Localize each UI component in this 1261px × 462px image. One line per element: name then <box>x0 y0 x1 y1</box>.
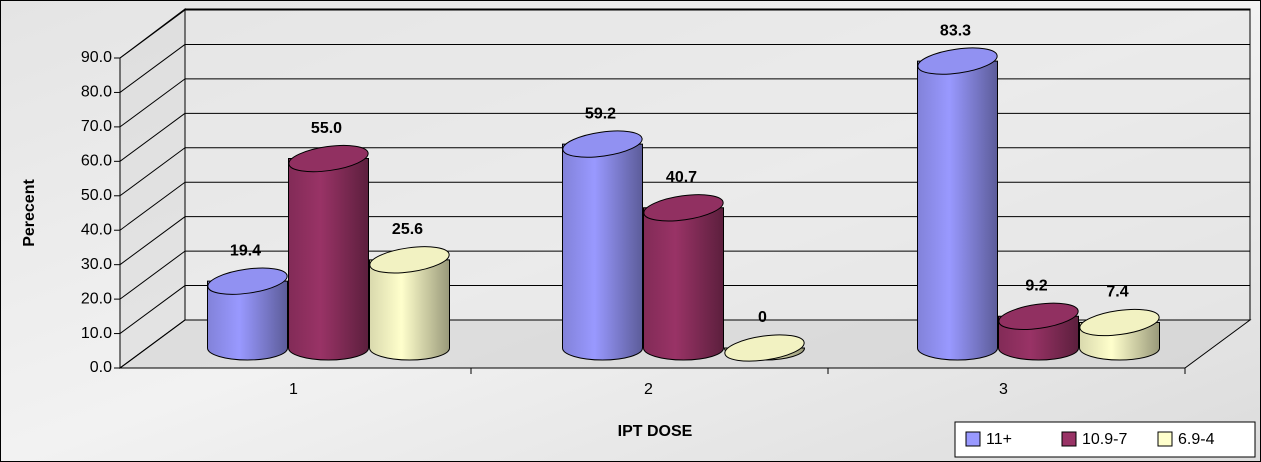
y-tick-label: 80.0 <box>81 84 112 101</box>
data-label: 40.7 <box>666 169 697 186</box>
bar-top <box>562 130 643 158</box>
bar-body <box>288 158 369 361</box>
y-tick-label: 90.0 <box>81 49 112 66</box>
data-label: 55.0 <box>311 120 342 137</box>
legend <box>954 421 1256 458</box>
grid-line <box>119 78 186 128</box>
y-tick-label: 10.0 <box>81 325 112 342</box>
y-tick-label: 40.0 <box>81 221 112 238</box>
y-tick-label: 0.0 <box>90 359 112 376</box>
y-tick-label: 20.0 <box>81 290 112 307</box>
y-axis-label: Perecent <box>21 179 38 247</box>
grid-line <box>119 147 186 197</box>
data-label: 9.2 <box>1025 278 1047 295</box>
grid-line <box>119 9 186 59</box>
bar-top <box>643 194 724 222</box>
y-tick-label: 50.0 <box>81 187 112 204</box>
data-label: 19.4 <box>230 242 261 259</box>
grid-line <box>119 181 186 231</box>
bar-body <box>369 259 450 361</box>
data-label: 0 <box>758 309 767 326</box>
legend-swatch <box>1157 431 1173 447</box>
grid-line <box>119 44 186 93</box>
data-label: 59.2 <box>585 105 616 122</box>
bar-body <box>643 207 724 361</box>
y-tick-label: 60.0 <box>81 153 112 170</box>
bar-top <box>288 144 369 173</box>
legend-label: 10.9-7 <box>1082 431 1127 448</box>
bar-top <box>369 246 450 274</box>
bar-body <box>917 60 998 361</box>
x-axis-label: IPT DOSE <box>618 423 693 440</box>
legend-swatch <box>965 431 981 447</box>
grid-line <box>119 285 186 334</box>
bar-top <box>207 267 288 295</box>
bar-body <box>207 280 288 361</box>
bar-top <box>724 334 805 362</box>
x-tick-label: 2 <box>644 381 653 398</box>
bar-top <box>998 302 1079 330</box>
grid-line <box>119 112 186 162</box>
y-tick-label: 30.0 <box>81 256 112 273</box>
bar-top <box>917 47 998 75</box>
legend-label: 6.9-4 <box>1178 431 1215 448</box>
grid-line <box>119 216 186 266</box>
legend-label: 11+ <box>986 431 1012 448</box>
grid-line <box>119 250 186 300</box>
grid-line <box>119 319 186 369</box>
bar-body <box>562 143 643 361</box>
y-tick-label: 70.0 <box>81 118 112 135</box>
x-tick-label: 3 <box>999 381 1008 398</box>
bar-top <box>1079 308 1160 337</box>
data-label: 7.4 <box>1106 284 1128 301</box>
legend-swatch <box>1061 431 1077 447</box>
data-label: 25.6 <box>392 221 423 238</box>
data-label: 83.3 <box>940 22 971 39</box>
x-tick-label: 1 <box>289 381 298 398</box>
